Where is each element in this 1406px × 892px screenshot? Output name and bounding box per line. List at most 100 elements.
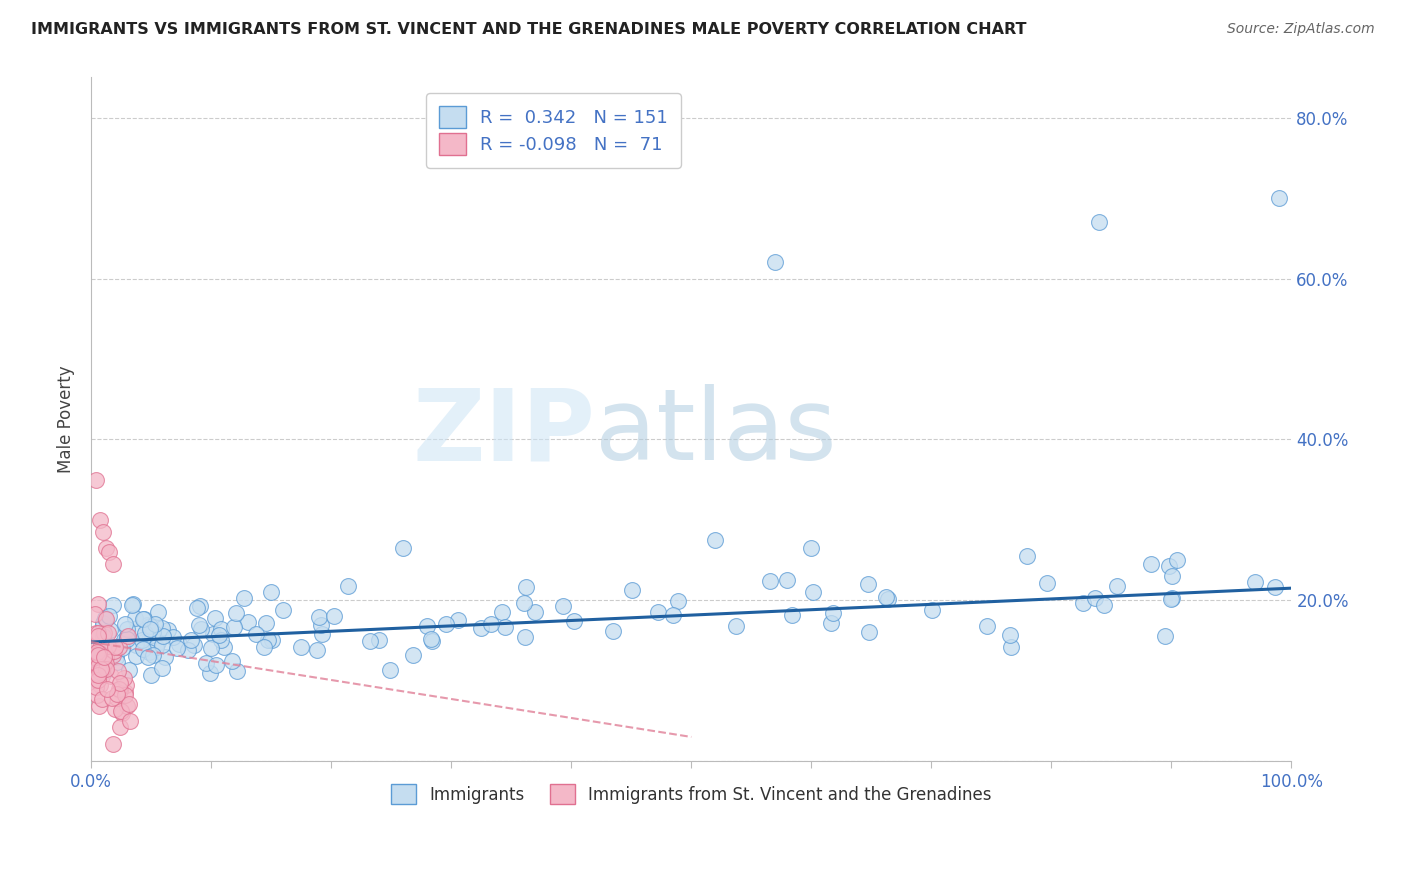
Point — [87, 597, 110, 611]
Point — [205, 657, 228, 672]
Point — [132, 612, 155, 626]
Point — [1083, 591, 1105, 606]
Point — [131, 612, 153, 626]
Point — [86, 626, 108, 640]
Point — [93, 664, 115, 678]
Point — [127, 621, 149, 635]
Point — [186, 601, 208, 615]
Point — [100, 668, 122, 682]
Point — [221, 654, 243, 668]
Point — [204, 611, 226, 625]
Point — [91, 669, 114, 683]
Point — [117, 628, 139, 642]
Point — [800, 541, 823, 555]
Point — [257, 633, 280, 648]
Point — [89, 513, 111, 527]
Point — [146, 605, 169, 619]
Point — [190, 622, 212, 636]
Point — [139, 622, 162, 636]
Point — [86, 659, 108, 673]
Point — [91, 652, 114, 666]
Point — [553, 599, 575, 613]
Point — [86, 650, 108, 665]
Point — [214, 640, 236, 655]
Point — [311, 618, 333, 632]
Point — [198, 666, 221, 681]
Point — [233, 591, 256, 605]
Point — [105, 655, 128, 669]
Point — [86, 645, 108, 659]
Point — [820, 616, 842, 631]
Point — [1092, 598, 1115, 612]
Point — [89, 665, 111, 679]
Point — [1154, 629, 1177, 643]
Point — [662, 608, 685, 623]
Point — [134, 626, 156, 640]
Point — [145, 640, 167, 655]
Point — [98, 623, 121, 637]
Point — [86, 688, 108, 702]
Point — [524, 605, 547, 619]
Point — [86, 665, 108, 680]
Point — [86, 673, 108, 688]
Point — [1000, 640, 1022, 654]
Point — [112, 671, 135, 685]
Point — [337, 579, 360, 593]
Point — [89, 661, 111, 675]
Point — [236, 615, 259, 629]
Point — [224, 620, 246, 634]
Point — [141, 648, 163, 662]
Point — [1036, 575, 1059, 590]
Point — [921, 602, 943, 616]
Point — [470, 621, 492, 635]
Text: atlas: atlas — [595, 384, 837, 482]
Point — [143, 617, 166, 632]
Point — [112, 632, 135, 647]
Point — [262, 632, 284, 647]
Point — [94, 662, 117, 676]
Point — [83, 666, 105, 681]
Point — [103, 737, 125, 751]
Point — [87, 648, 110, 663]
Point — [138, 644, 160, 658]
Point — [125, 638, 148, 652]
Point — [83, 640, 105, 654]
Point — [97, 608, 120, 623]
Point — [1157, 559, 1180, 574]
Point — [115, 622, 138, 636]
Point — [823, 606, 845, 620]
Point — [117, 629, 139, 643]
Point — [188, 599, 211, 613]
Point — [877, 592, 900, 607]
Point — [1139, 558, 1161, 572]
Point — [110, 720, 132, 734]
Point — [84, 607, 107, 621]
Point — [115, 632, 138, 646]
Point — [200, 640, 222, 655]
Point — [378, 663, 401, 677]
Point — [494, 620, 516, 634]
Point — [434, 616, 457, 631]
Point — [91, 648, 114, 662]
Point — [419, 632, 441, 647]
Point — [97, 639, 120, 653]
Point — [97, 625, 120, 640]
Point — [271, 603, 294, 617]
Point — [776, 573, 799, 587]
Point — [1161, 591, 1184, 606]
Point — [209, 632, 232, 647]
Point — [93, 650, 115, 665]
Point — [180, 633, 202, 648]
Point — [169, 637, 191, 651]
Point — [111, 706, 134, 720]
Point — [94, 611, 117, 625]
Point — [801, 585, 824, 599]
Point — [138, 632, 160, 647]
Point — [177, 642, 200, 657]
Point — [141, 628, 163, 642]
Point — [858, 625, 880, 640]
Point — [1161, 568, 1184, 582]
Point — [103, 646, 125, 660]
Point — [105, 687, 128, 701]
Point — [311, 627, 333, 641]
